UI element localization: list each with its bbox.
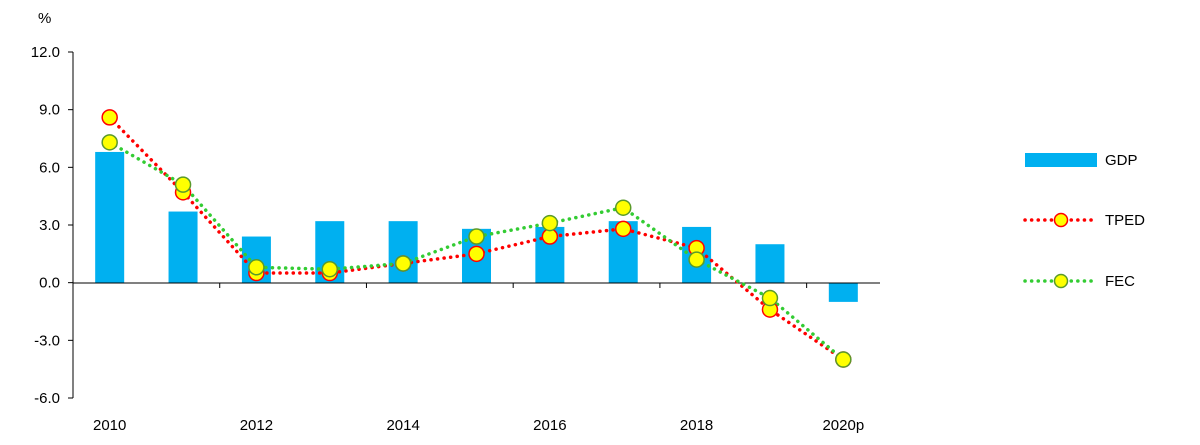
bar-gdp-2010 [95,151,125,283]
axes-layer [68,51,880,399]
legend-label-tped: TPED [1105,212,1145,229]
marker-tped-2015 [468,245,485,263]
bar-gdp-2020p [828,282,858,302]
x-tick-label: 2020p [822,417,864,434]
marker-fec-2016 [541,214,559,232]
y-tick-label: 6.0 [39,159,60,176]
marker-fec-2012 [248,259,265,276]
bar-gdp-2014 [388,221,418,283]
x-tick-label: 2016 [533,417,566,434]
line-fec [107,140,846,362]
x-tick-label: 2010 [93,417,126,434]
y-tick-label: 0.0 [39,275,60,292]
marker-fec-2013 [321,260,339,278]
y-tick-label: 12.0 [31,44,60,61]
bars-layer [95,151,858,302]
marker-fec-2011 [174,176,192,193]
tick-labels-layer: 12.0 9.0 6.0 3.0 0.0 -3.0 -6.0 2010 2012 2014 2016… [31,44,864,434]
x-tick-label: 2012 [240,417,273,434]
marker-tped-2017 [614,220,632,238]
marker-fec-2018 [688,251,705,268]
bar-gdp-2019 [755,244,785,283]
y-tick-label: 9.0 [39,102,60,119]
y-tick-label: -3.0 [34,332,60,349]
legend-marker-fec [1053,273,1069,289]
y-axis-unit-label: % [38,10,51,27]
y-tick-label: -6.0 [34,390,60,407]
legend-label-fec: FEC [1105,273,1135,290]
marker-fec-2015 [468,228,485,245]
bar-gdp-2011 [168,211,198,283]
marker-fec-2020p [835,351,852,368]
legend: GDP TPED FEC [1023,152,1145,290]
marker-tped-2010 [101,109,118,126]
marker-fec-2010 [101,134,118,151]
marker-fec-2014 [394,255,412,272]
x-tick-label: 2018 [680,417,713,434]
markers-layer [101,109,852,368]
legend-marker-tped [1053,212,1069,228]
legend-swatch-gdp [1025,153,1097,167]
y-tick-label: 3.0 [39,217,60,234]
legend-label-gdp: GDP [1105,152,1138,169]
marker-fec-2019 [761,289,779,307]
marker-fec-2017 [614,199,632,216]
x-tick-label: 2014 [386,417,419,434]
